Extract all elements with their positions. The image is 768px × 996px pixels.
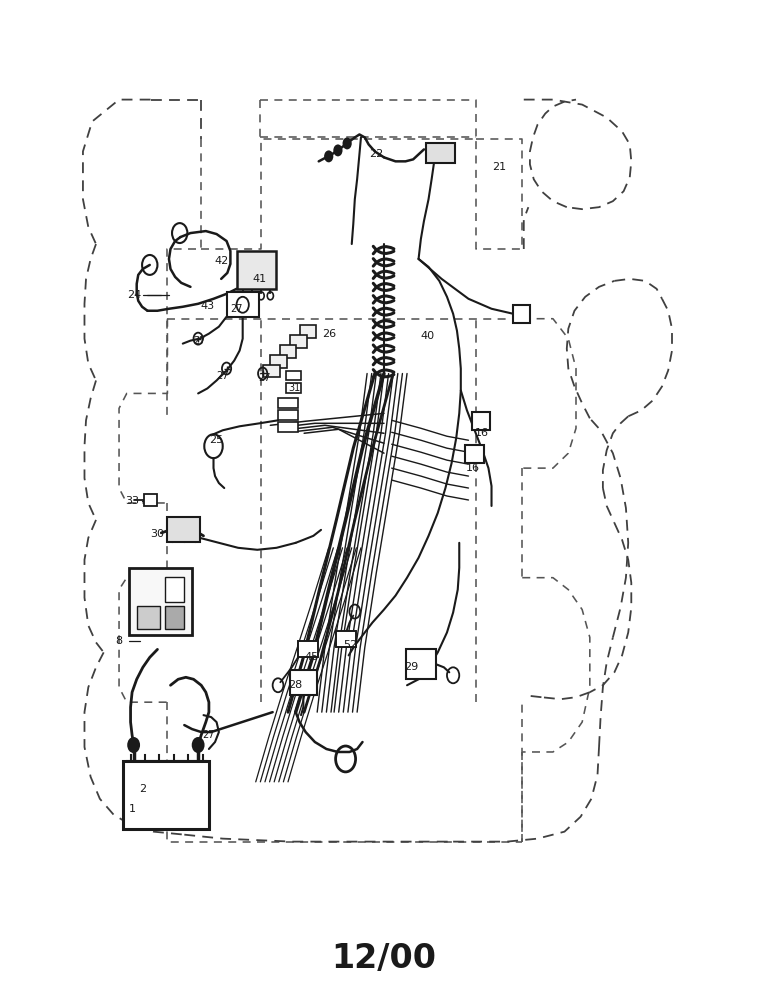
Bar (263, 365, 280, 377)
Text: 30: 30 (151, 529, 164, 539)
Text: 27: 27 (230, 304, 243, 314)
Bar (465, 445, 484, 463)
Text: 27: 27 (194, 336, 206, 346)
Text: 41: 41 (253, 274, 266, 284)
Text: 45: 45 (305, 652, 319, 662)
Circle shape (324, 150, 333, 162)
Bar (165, 606, 184, 629)
Text: 24: 24 (127, 290, 141, 300)
Text: 8: 8 (115, 636, 123, 646)
Text: 27: 27 (217, 372, 229, 381)
Bar (406, 649, 436, 679)
Bar (278, 422, 298, 432)
Bar (290, 335, 307, 348)
Text: 27: 27 (259, 374, 271, 383)
Bar (300, 325, 316, 338)
Bar (426, 143, 455, 163)
Bar (290, 670, 317, 695)
Bar (278, 410, 298, 420)
Bar (165, 577, 184, 602)
Text: 1: 1 (128, 804, 136, 814)
Circle shape (343, 137, 352, 149)
Circle shape (193, 738, 204, 752)
Text: 2: 2 (139, 784, 147, 794)
Circle shape (333, 144, 343, 156)
Text: 16: 16 (475, 428, 489, 438)
Text: 52: 52 (343, 640, 357, 650)
Text: 31: 31 (289, 383, 301, 393)
Bar (472, 412, 490, 430)
Circle shape (128, 738, 139, 752)
Text: 16: 16 (466, 463, 480, 473)
Text: 27: 27 (203, 730, 215, 740)
Text: 29: 29 (404, 662, 418, 672)
Text: 40: 40 (420, 331, 434, 341)
Bar (144, 494, 157, 506)
Bar (286, 371, 301, 380)
Bar (123, 761, 209, 829)
Text: 21: 21 (492, 162, 506, 172)
Text: 43: 43 (200, 301, 214, 311)
Bar (137, 606, 160, 629)
Bar (129, 568, 192, 635)
Text: 33: 33 (125, 496, 139, 506)
Bar (336, 631, 356, 647)
Bar (270, 355, 287, 368)
Text: 26: 26 (322, 329, 336, 339)
Bar (513, 305, 530, 323)
Bar (237, 251, 276, 289)
Text: 22: 22 (369, 149, 383, 159)
Text: 12/00: 12/00 (332, 941, 436, 975)
Bar (278, 398, 298, 408)
Bar (286, 383, 301, 393)
Text: 28: 28 (289, 680, 303, 690)
Bar (298, 641, 318, 657)
Bar (280, 345, 296, 358)
Bar (227, 292, 259, 317)
Text: 42: 42 (214, 256, 228, 266)
Text: 25: 25 (210, 435, 223, 445)
Bar (167, 517, 200, 542)
